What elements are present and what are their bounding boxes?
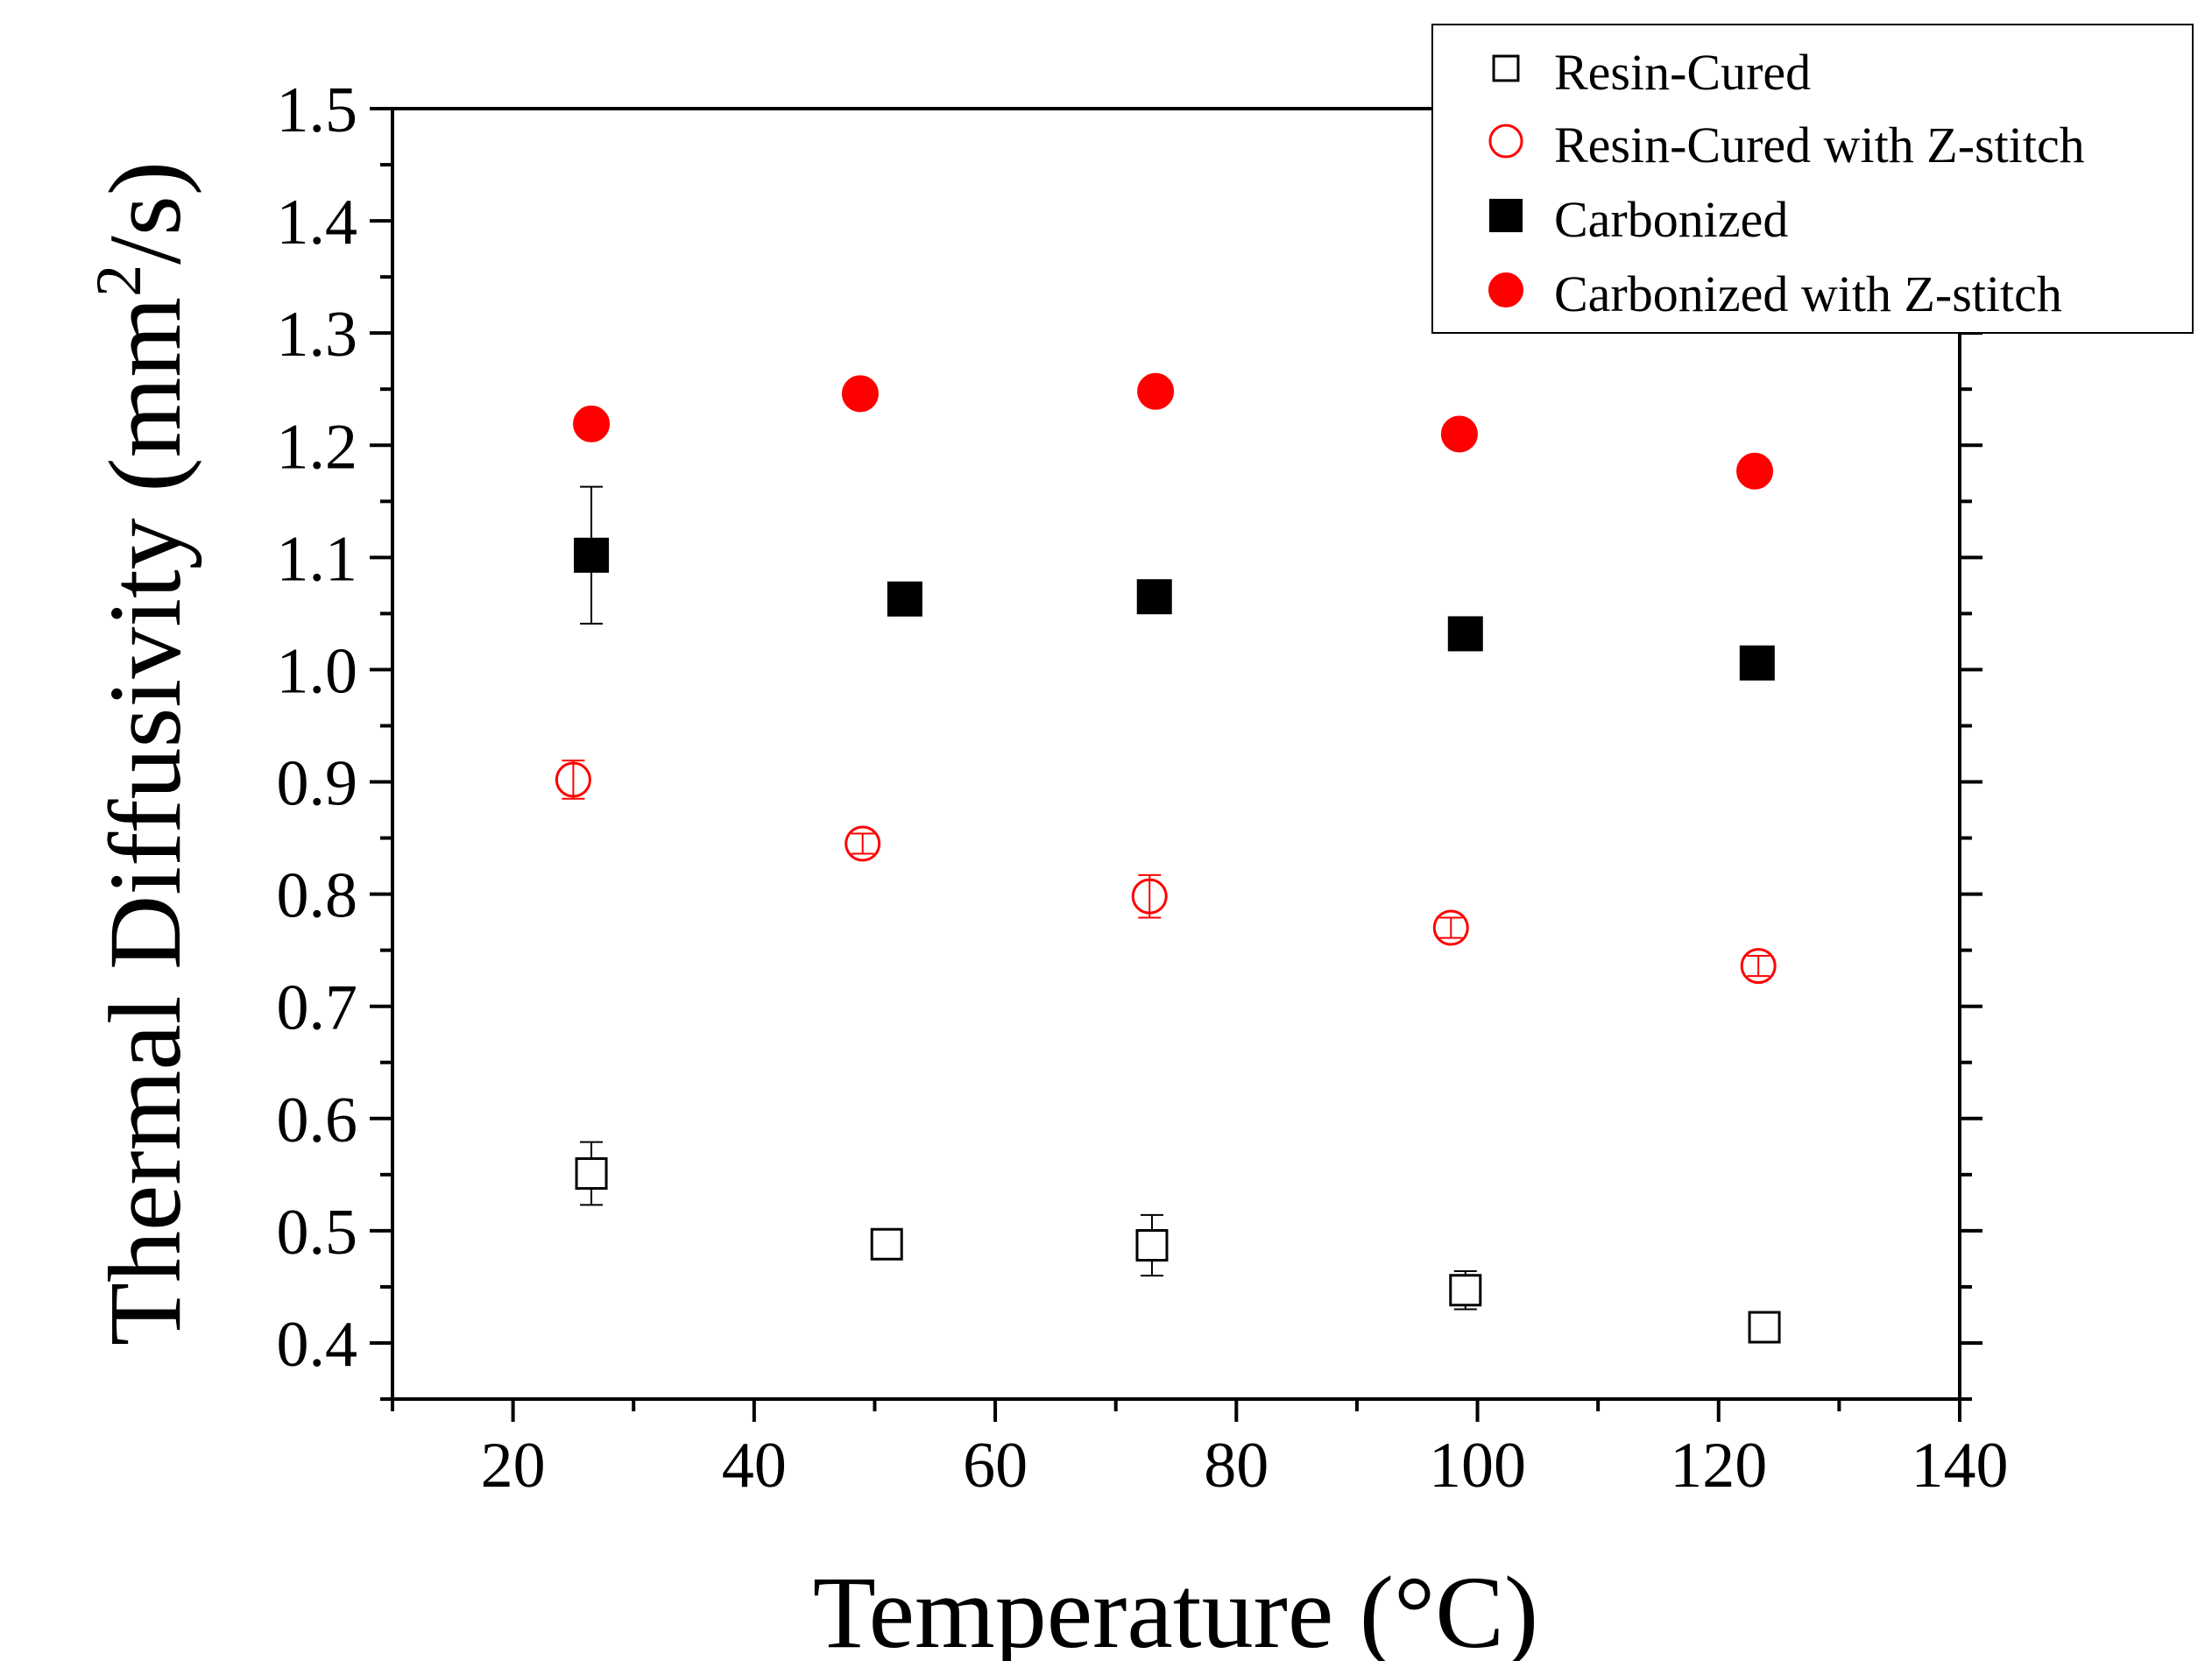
y-axis-label-prefix: Thermal Diffusivity (mm <box>88 297 202 1346</box>
legend-entry-resin-cured-with-z-stitch: Resin-Cured with Z-stitch <box>1488 117 2085 173</box>
legend-marker <box>1488 198 1523 233</box>
series-carbonized-with-z-stitch <box>573 372 1774 490</box>
data-point <box>573 405 611 442</box>
y-tick-label-0-9: 0.9 <box>277 748 358 820</box>
legend-entry-carbonized: Carbonized <box>1488 191 1788 248</box>
data-point <box>1137 372 1175 410</box>
y-tick-label-1-5: 1.5 <box>277 74 358 146</box>
data-marks <box>555 372 1781 1344</box>
y-tick-label-0-6: 0.6 <box>277 1085 358 1156</box>
x-tick-label-80: 80 <box>1204 1430 1269 1502</box>
error-bar <box>1439 916 1463 939</box>
y-tick-label-0-7: 0.7 <box>277 972 358 1044</box>
y-tick-label-1-2: 1.2 <box>277 411 358 483</box>
legend-label: Resin-Cured with Z-stitch <box>1554 117 2085 173</box>
legend-entry-carbonized-with-z-stitch: Carbonized with Z-stitch <box>1488 265 2062 322</box>
data-point <box>870 1227 903 1261</box>
x-axis-label: Temperature (°C) <box>813 1555 1538 1661</box>
y-tick-label-1-1: 1.1 <box>277 523 358 595</box>
y-axis-label-superscript: 2 <box>83 265 155 297</box>
y-axis-ticks: 0.4 0.5 0.6 0.7 0.8 0.9 1.0 1.1 1.2 1.3 1.4 1.5 <box>277 74 1982 1401</box>
data-point <box>555 761 591 798</box>
series-resin-cured-with-z-stitch <box>555 760 1777 985</box>
y-tick-label-1-4: 1.4 <box>277 187 358 258</box>
legend-marker <box>1488 272 1523 307</box>
legend-entries: Resin-Cured Resin-Cured with Z-stitch Carb… <box>1488 44 2085 322</box>
series-carbonized <box>574 485 1775 681</box>
x-tick-label-140: 140 <box>1912 1430 2009 1502</box>
y-tick-label-1-3: 1.3 <box>277 299 358 371</box>
data-point <box>1432 909 1469 946</box>
y-axis-label-suffix: /s) <box>88 161 202 265</box>
data-point <box>1740 948 1777 985</box>
y-tick-label-0-5: 0.5 <box>277 1197 358 1269</box>
error-bar <box>562 760 585 800</box>
legend: Resin-Cured Resin-Cured with Z-stitch Carb… <box>1431 24 2194 334</box>
data-point <box>887 581 922 617</box>
x-tick-label-40: 40 <box>722 1430 787 1502</box>
legend-entry-resin-cured: Resin-Cured <box>1492 44 1811 101</box>
x-tick-label-60: 60 <box>963 1430 1028 1502</box>
x-axis-ticks: 20 40 60 80 100 120 140 <box>391 1399 2009 1502</box>
data-point <box>574 537 610 573</box>
data-point <box>1447 616 1483 652</box>
data-point <box>1131 878 1168 915</box>
data-point <box>1739 645 1775 681</box>
error-bar <box>851 832 874 855</box>
legend-marker <box>1488 124 1523 159</box>
data-point <box>1449 1274 1482 1307</box>
legend-label: Carbonized <box>1554 191 1788 248</box>
y-axis-label: Thermal Diffusivity (mm2/s) <box>83 161 202 1346</box>
legend-label: Resin-Cured <box>1554 44 1811 101</box>
error-bar <box>1747 955 1770 978</box>
legend-box <box>1431 24 2194 334</box>
data-point <box>841 375 879 413</box>
legend-label: Carbonized with Z-stitch <box>1554 265 2062 322</box>
y-tick-label-0-4: 0.4 <box>277 1309 358 1381</box>
series-resin-cured <box>575 1141 1781 1344</box>
x-tick-label-120: 120 <box>1670 1430 1767 1502</box>
data-point <box>1440 415 1478 453</box>
plot-frame <box>391 107 1961 1401</box>
error-bar <box>1138 873 1162 919</box>
y-tick-label-0-8: 0.8 <box>277 860 358 932</box>
data-point <box>1748 1311 1781 1344</box>
legend-marker <box>1492 54 1520 82</box>
data-point <box>845 825 881 862</box>
x-tick-label-100: 100 <box>1429 1430 1526 1502</box>
data-point <box>575 1157 608 1191</box>
x-tick-label-20: 20 <box>481 1430 546 1502</box>
data-point <box>1135 1229 1169 1262</box>
y-tick-label-1-0: 1.0 <box>277 635 358 707</box>
data-point <box>1736 452 1774 490</box>
data-point <box>1136 579 1172 615</box>
